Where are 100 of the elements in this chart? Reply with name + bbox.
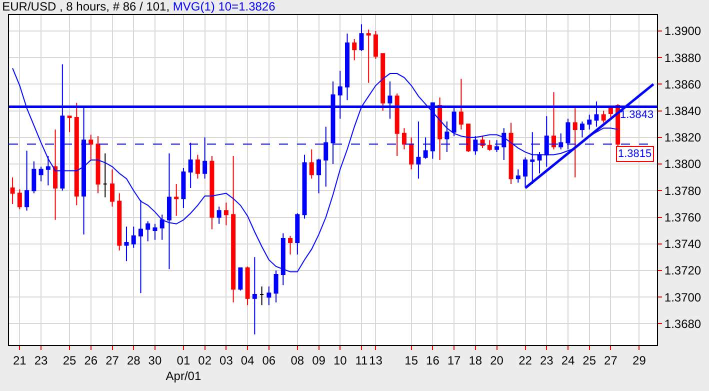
candlestick (380, 53, 386, 112)
candlestick (580, 120, 584, 138)
candlestick (466, 124, 471, 153)
candlestick (402, 128, 406, 150)
x-tick-label: 29 (632, 353, 646, 368)
candlestick (552, 92, 556, 150)
chart-subtitle: MVG(1) 10=1.3826 (172, 0, 276, 14)
candlestick (67, 116, 72, 133)
y-tick-label: 1.3720 (664, 264, 702, 278)
x-tick-label: 16 (426, 353, 440, 368)
candlestick (46, 156, 50, 186)
candlestick (17, 188, 22, 210)
ref-line-label: 1.3843 (620, 109, 654, 121)
x-tick-label: 27 (106, 353, 120, 368)
x-tick-label: 30 (148, 353, 162, 368)
candlestick (537, 152, 542, 174)
candlestick (288, 235, 293, 256)
x-tick-label: 03 (220, 353, 234, 368)
x-tick-label: 22 (518, 353, 532, 368)
y-tick-label: 1.3800 (664, 157, 702, 172)
x-tick-label: 06 (262, 353, 276, 368)
candlestick (124, 226, 129, 262)
x-tick-label: 28 (126, 353, 141, 368)
candlestick (96, 136, 100, 194)
y-tick-label: 1.3780 (664, 184, 702, 198)
candlestick (373, 30, 378, 60)
x-tick-label: 08 (290, 353, 304, 368)
x-tick-label: 27 (604, 353, 618, 368)
x-tick-label: 13 (369, 353, 383, 368)
candlestick (88, 134, 94, 161)
x-tick-label: 11 (355, 353, 368, 368)
candlestick (438, 97, 442, 161)
x-tick-label: 20 (490, 353, 504, 368)
candlestick (458, 78, 464, 130)
chart-title: EUR/USD , 8 hours, # 86 / 101, (2, 0, 170, 14)
candlestick (266, 286, 272, 306)
candlestick (210, 156, 214, 230)
x-tick-label: 25 (582, 353, 596, 368)
x-tick-label: 04 (240, 353, 255, 368)
candlestick (102, 152, 108, 198)
candlestick (260, 286, 264, 306)
candlestick (487, 140, 492, 152)
candlestick (74, 102, 79, 206)
y-tick-label: 1.3860 (664, 77, 702, 92)
y-tick-label: 1.3820 (664, 130, 702, 145)
candlestick (53, 128, 58, 220)
candlestick (572, 108, 578, 178)
y-tick-label: 1.3700 (664, 290, 702, 304)
candlestick (274, 270, 278, 303)
x-tick-label: 23 (540, 353, 554, 368)
candlestick (508, 122, 514, 184)
candlestick (587, 114, 592, 130)
candlestick (160, 214, 164, 240)
candlestick (216, 206, 222, 224)
candlestick (601, 110, 606, 124)
candlestick (110, 168, 114, 208)
candlestick (131, 226, 136, 248)
candlestick (117, 192, 122, 252)
candlestick (231, 156, 236, 303)
candlestick (359, 24, 364, 52)
candlestick (224, 202, 228, 226)
x-tick-label: 10 (333, 353, 348, 368)
x-tick-label: 18 (468, 353, 482, 368)
candlestick (146, 220, 150, 242)
candlestick (245, 266, 250, 306)
candlestick (252, 256, 257, 335)
x-tick-label: 15 (404, 353, 418, 368)
y-tick-label: 1.3680 (664, 316, 702, 331)
y-tick-label: 1.3900 (664, 24, 702, 38)
candlestick (166, 152, 172, 270)
candlestick (295, 212, 300, 256)
candlestick (366, 29, 371, 84)
x-tick-label: 25 (62, 353, 77, 368)
x-tick-label: 17 (447, 353, 462, 368)
x-tick-label: 09 (312, 353, 326, 368)
candlestick (409, 136, 414, 170)
candlestick (416, 120, 421, 180)
candlestick (38, 166, 44, 182)
candlestick (10, 176, 15, 204)
candlestick (316, 158, 321, 194)
candlestick (302, 154, 307, 220)
candlestick (309, 148, 314, 180)
candlestick (238, 267, 243, 291)
x-tick-label: 24 (561, 353, 575, 368)
y-tick-label: 1.3840 (664, 104, 702, 118)
x-tick-label: 23 (34, 353, 48, 368)
y-tick-label: 1.3760 (664, 210, 702, 224)
candlestick (32, 160, 36, 194)
x-tick-label: 26 (84, 353, 98, 368)
candlestick (152, 223, 158, 240)
y-tick-label: 1.3740 (664, 237, 702, 252)
candlestick (345, 33, 350, 101)
x-tick-label: 21 (13, 353, 27, 368)
candlestick (394, 93, 400, 157)
candlestick (181, 168, 186, 208)
candlestick (516, 168, 520, 184)
candlestick (174, 183, 179, 216)
y-tick-label: 1.3880 (664, 50, 702, 65)
candlestick (352, 38, 357, 61)
ref-line-label: 1.3815 (618, 148, 652, 160)
